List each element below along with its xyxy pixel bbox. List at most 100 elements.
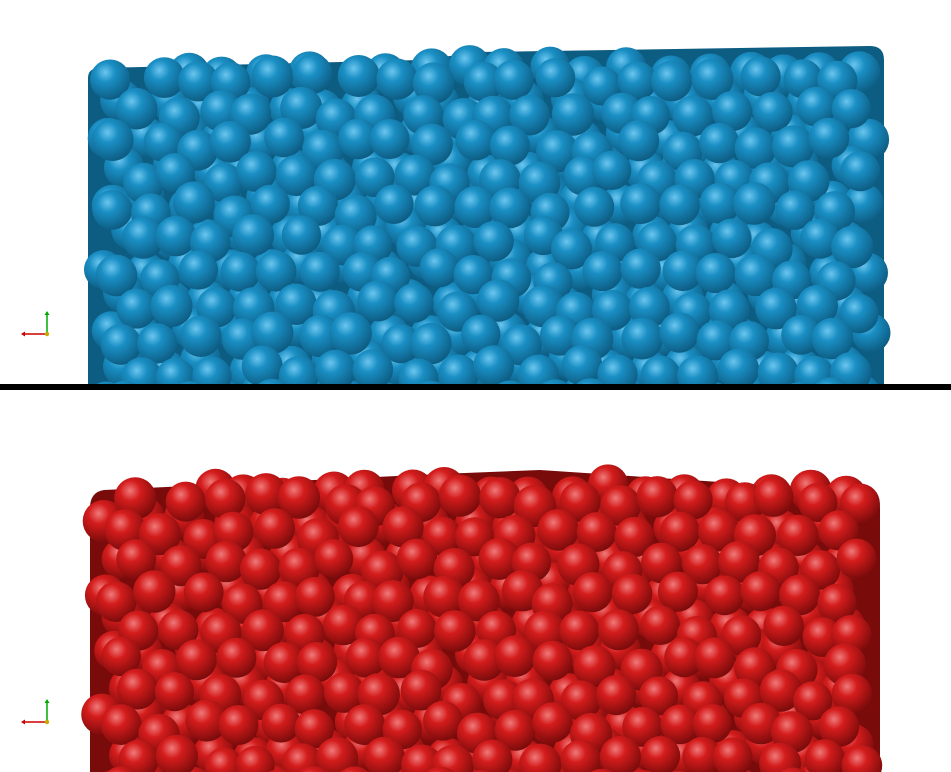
particle-sphere (396, 538, 438, 580)
particle-sphere (478, 537, 521, 580)
particle-sphere (220, 251, 261, 292)
particle-sphere (323, 672, 365, 713)
particle-sphere (836, 538, 877, 579)
particle-sphere (338, 118, 379, 160)
particle-sphere (91, 119, 134, 161)
particle-sphere (677, 355, 718, 384)
particle-sphere (695, 253, 736, 294)
particle-sphere (815, 377, 847, 384)
particle-sphere (100, 324, 142, 365)
particle-sphere (123, 162, 164, 204)
particle-sphere (640, 355, 681, 384)
particle-sphere (796, 284, 838, 327)
particle-sphere (280, 86, 323, 130)
particle-sphere (597, 354, 638, 384)
particle-sphere (431, 744, 475, 772)
particle-sphere (831, 673, 873, 714)
particle-sphere (216, 637, 257, 678)
particle-sphere (235, 151, 277, 192)
particle-sphere (660, 511, 700, 552)
particle-sphere (323, 604, 364, 646)
particle-sphere (363, 736, 405, 772)
particle-sphere (454, 186, 497, 229)
particle-sphere (352, 349, 394, 384)
particle-sphere (122, 216, 165, 259)
particle-sphere (699, 182, 741, 224)
particle-sphere (382, 506, 424, 548)
particle-sphere (374, 184, 414, 224)
particle-sphere (239, 548, 282, 590)
particle-sphere (759, 669, 802, 712)
particle-sphere (411, 123, 453, 166)
axes-origin (44, 331, 50, 337)
particle-sphere (423, 700, 463, 741)
particle-sphere (394, 283, 434, 323)
particle-sphere (143, 122, 183, 162)
particle-sphere (551, 228, 592, 270)
particle-sphere (218, 705, 259, 745)
particle-sphere (551, 93, 595, 136)
particle-sphere (150, 284, 193, 328)
particle-sphere (796, 86, 837, 127)
particle-sphere (572, 572, 613, 613)
particle-sphere (753, 476, 794, 517)
particle-sphere (673, 480, 713, 520)
particle-sphere (804, 739, 846, 772)
particle-sphere (116, 288, 157, 329)
particle-sphere (423, 575, 466, 618)
particle-sphere (400, 669, 442, 711)
particle-sphere (717, 348, 760, 384)
particle-sphere (599, 736, 641, 772)
particle-sphere (337, 506, 379, 548)
particle-sphere (839, 294, 879, 334)
particle-sphere (793, 681, 833, 721)
particle-sphere (712, 218, 752, 259)
particle-sphere (100, 704, 142, 745)
particle-sphere (357, 280, 399, 322)
x-axis-arrowhead (21, 719, 25, 725)
particle-sphere (561, 345, 603, 384)
particle-sphere (426, 766, 455, 772)
particle-sphere (155, 358, 196, 384)
particle-sphere (116, 539, 157, 579)
particle-sphere (439, 474, 481, 517)
particle-sphere (180, 315, 222, 358)
particle-sphere (839, 483, 880, 524)
particle-sphere (183, 572, 224, 613)
particle-sphere (682, 544, 723, 585)
particle-sphere (294, 709, 334, 749)
particle-sphere (489, 125, 530, 166)
particle-sphere (763, 605, 804, 646)
particle-sphere (559, 610, 600, 651)
particle-sphere (734, 254, 777, 297)
particle-sphere (205, 540, 247, 583)
particle-sphere (297, 185, 338, 226)
particle-sphere (397, 609, 437, 648)
particle-sphere (600, 485, 641, 526)
particle-sphere (165, 481, 206, 522)
particle-sphere (463, 61, 504, 102)
particle-sphere (250, 184, 290, 224)
particle-sphere (657, 571, 698, 612)
particle-sphere (712, 737, 753, 772)
particle-sphere (694, 637, 735, 679)
particle-sphere (692, 704, 732, 744)
particle-sphere (155, 215, 197, 257)
particle-sphere (808, 117, 850, 159)
particle-sphere (113, 380, 136, 384)
particle-sphere (473, 221, 514, 262)
red-particle-panel (0, 390, 951, 772)
particle-sphere (831, 89, 871, 129)
particle-sphere (263, 642, 305, 684)
particle-sphere (241, 345, 283, 384)
particle-sphere (779, 574, 820, 616)
particle-sphere (137, 323, 178, 364)
y-axis-arrowhead (44, 699, 50, 703)
particle-sphere (414, 185, 456, 227)
particle-sphere (489, 187, 531, 229)
particle-sphere (576, 378, 606, 384)
particle-sphere (780, 767, 806, 772)
particle-sphere (268, 769, 289, 772)
particle-sphere (204, 163, 244, 203)
particle-sphere (96, 381, 117, 384)
